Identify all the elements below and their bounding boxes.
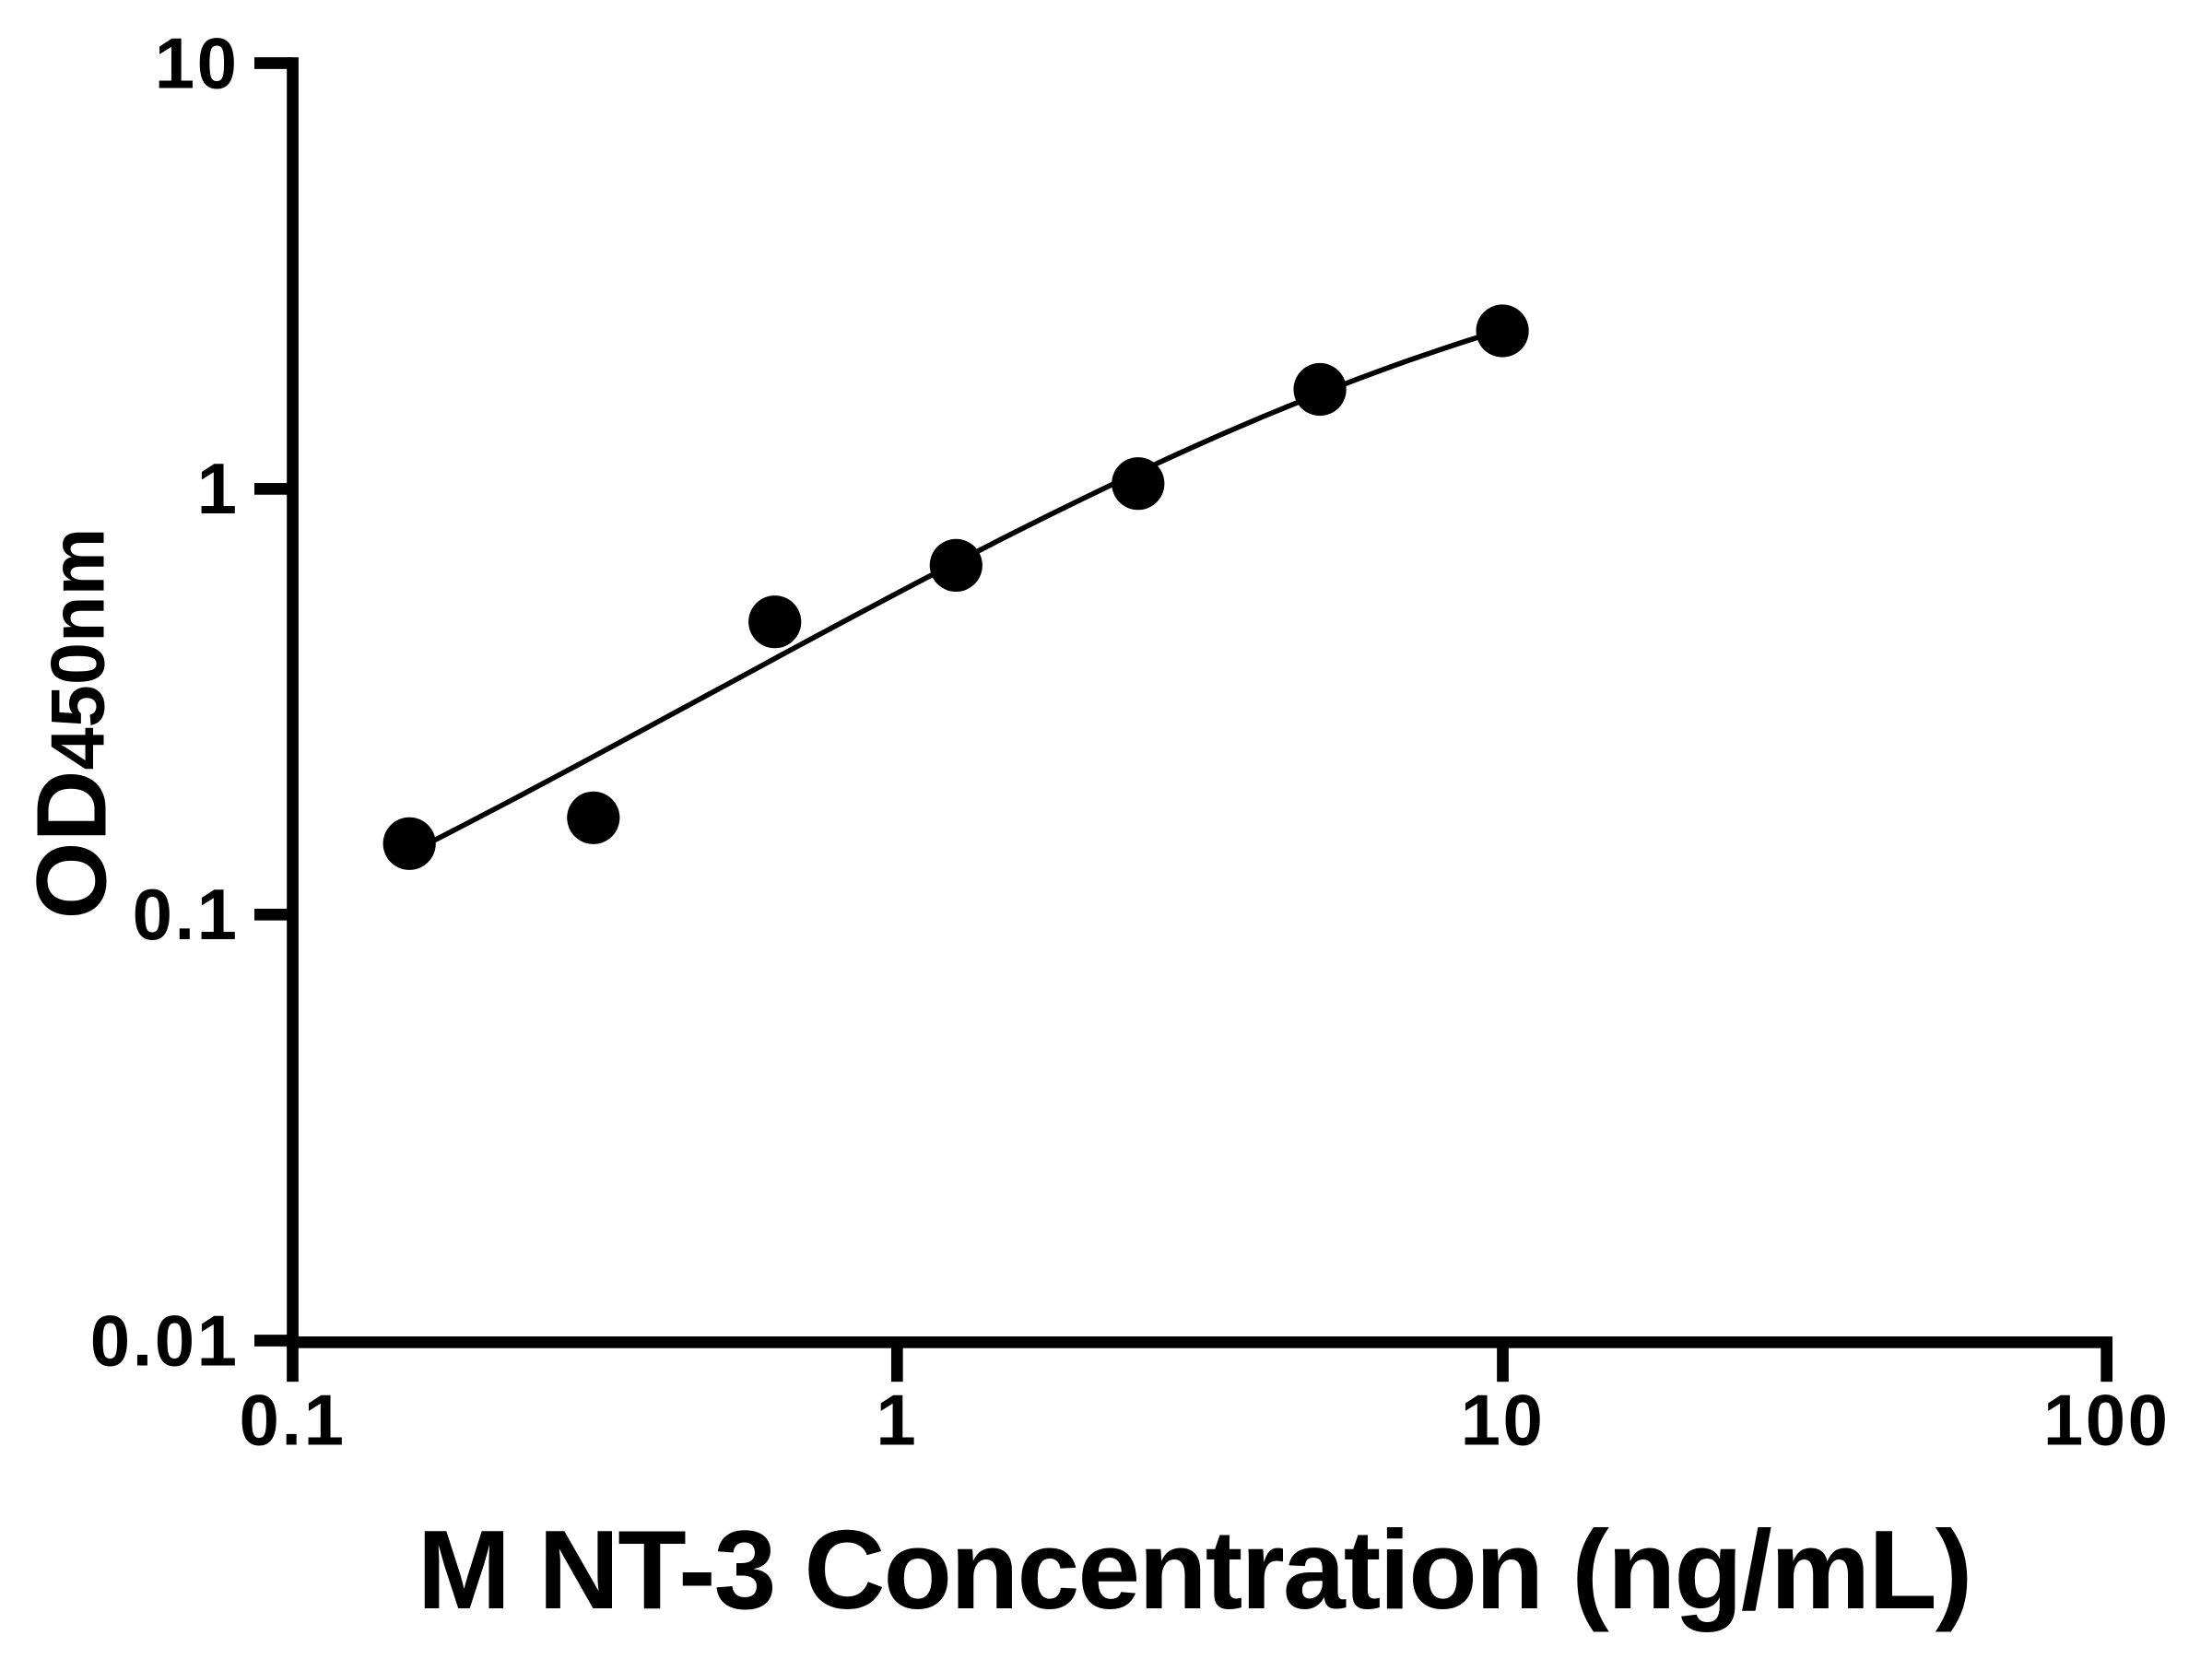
svg-text:0.01: 0.01 xyxy=(90,1300,240,1381)
svg-text:0.1: 0.1 xyxy=(133,874,240,955)
svg-text:0.1: 0.1 xyxy=(240,1380,347,1461)
svg-text:100: 100 xyxy=(2043,1380,2171,1461)
svg-text:M NT-3 Concentration (ng/mL): M NT-3 Concentration (ng/mL) xyxy=(418,1507,1971,1632)
svg-text:10: 10 xyxy=(1461,1380,1546,1461)
svg-text:10: 10 xyxy=(155,22,240,103)
svg-text:1: 1 xyxy=(876,1380,918,1461)
svg-text:OD450nm: OD450nm xyxy=(16,528,127,920)
svg-text:1: 1 xyxy=(197,448,240,529)
